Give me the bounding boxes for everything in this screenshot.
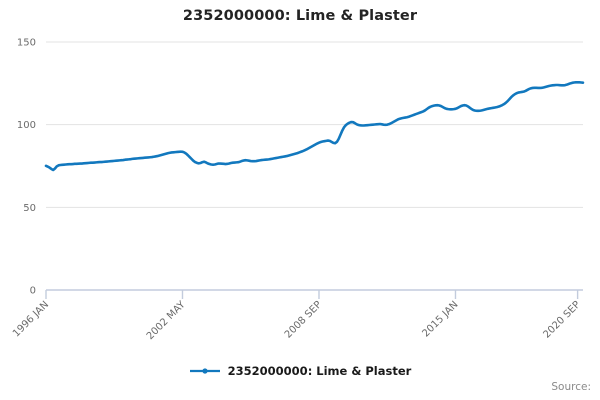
svg-text:100: 100 xyxy=(17,120,36,131)
x-axis xyxy=(45,289,583,299)
svg-text:50: 50 xyxy=(23,203,36,214)
page-title: 2352000000: Lime & Plaster xyxy=(182,8,418,24)
svg-text:2015 JAN: 2015 JAN xyxy=(420,299,460,339)
gridlines xyxy=(46,41,583,208)
svg-text:2008 SEP: 2008 SEP xyxy=(283,299,324,340)
series-lines xyxy=(44,81,585,172)
x-axis-tick-labels: 1996 JAN 2002 MAY 2008 SEP 2015 JAN 2020 SEP xyxy=(11,299,583,342)
y-axis-ticks: 0 50 100 150 xyxy=(17,38,36,297)
svg-text:1996 JAN: 1996 JAN xyxy=(11,299,51,339)
source-note: Source: xyxy=(551,381,591,393)
chart-legend: 2352000000: Lime & Plaster xyxy=(0,364,600,378)
legend-item-label[interactable]: 2352000000: Lime & Plaster xyxy=(227,364,412,378)
svg-text:2020 SEP: 2020 SEP xyxy=(541,299,582,340)
svg-text:0: 0 xyxy=(30,286,36,297)
svg-text:2002 MAY: 2002 MAY xyxy=(145,299,188,342)
svg-text:150: 150 xyxy=(17,38,36,49)
legend-line-marker-icon xyxy=(189,368,220,374)
